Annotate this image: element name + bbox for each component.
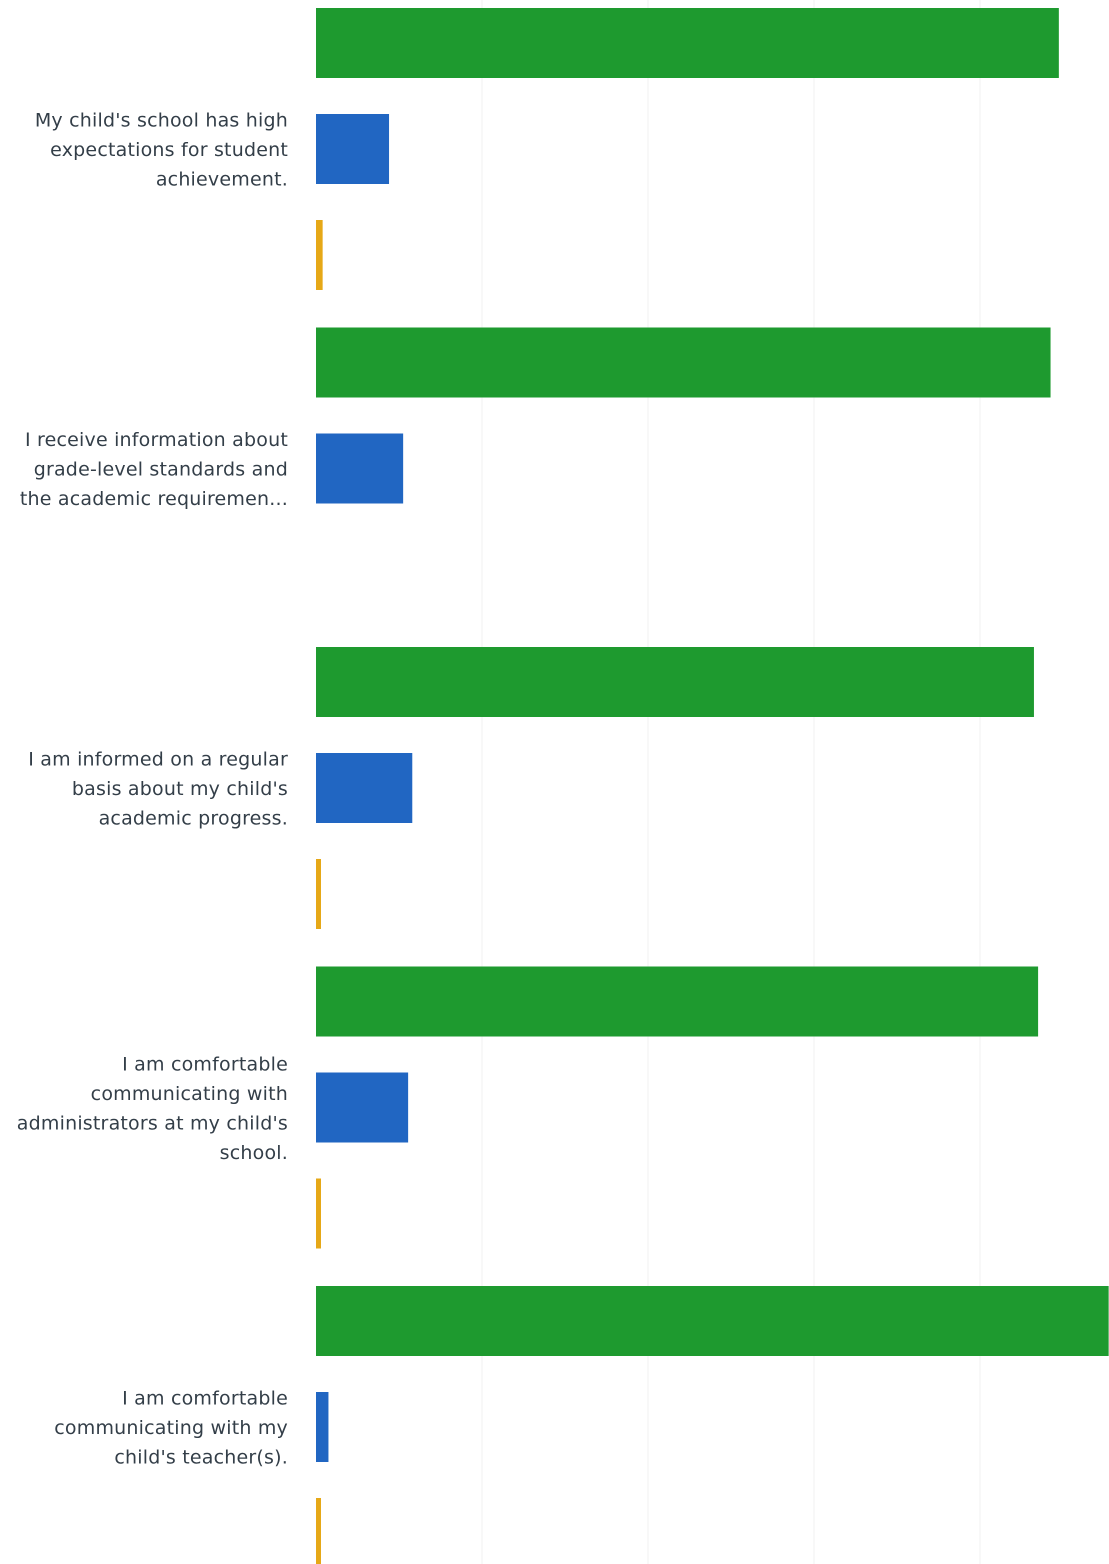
category-label-line: I receive information about <box>25 429 288 451</box>
bar-5-series-1 <box>316 1286 1109 1356</box>
category-label-line: grade-level standards and <box>34 459 288 481</box>
category-label-line: expectations for student <box>50 139 288 161</box>
category-label-line: achievement. <box>156 169 288 191</box>
bar-1-series-1 <box>316 8 1059 78</box>
bar-2-series-2 <box>316 433 404 504</box>
category-labels: My child's school has high expectations f… <box>17 110 288 1469</box>
category-label-4: I am comfortable communicating with admini… <box>17 1053 288 1164</box>
category-label-line: I am comfortable <box>122 1053 288 1075</box>
category-label-line: school. <box>220 1142 288 1164</box>
bar-4-series-1 <box>316 966 1039 1037</box>
bar-5-series-3 <box>316 1498 321 1564</box>
bar-1-series-3 <box>316 220 323 290</box>
category-label-line: academic progress. <box>99 808 288 830</box>
bar-4-series-2 <box>316 1072 409 1143</box>
bar-3-series-2 <box>316 753 413 823</box>
bar-5-series-2 <box>316 1392 329 1462</box>
category-label-3: I am informed on a regular basis about my… <box>28 749 288 830</box>
category-label-line: child's teacher(s). <box>114 1447 288 1469</box>
bars <box>316 8 1109 1564</box>
category-label-line: I am informed on a regular <box>28 749 288 771</box>
category-label-line: basis about my child's <box>72 778 288 800</box>
bar-1-series-2 <box>316 114 390 184</box>
category-label-line: I am comfortable <box>122 1388 288 1410</box>
category-label-line: communicating with my <box>54 1417 288 1439</box>
category-label-line: the academic requiremen... <box>20 488 288 510</box>
category-label-line: administrators at my child's <box>17 1112 288 1134</box>
bar-3-series-1 <box>316 647 1034 717</box>
bar-2-series-1 <box>316 327 1051 398</box>
bar-4-series-3 <box>316 1178 321 1249</box>
category-label-1: My child's school has high expectations f… <box>35 110 288 191</box>
category-label-2: I receive information about grade-level s… <box>20 429 288 510</box>
bar-3-series-3 <box>316 859 321 929</box>
category-label-line: My child's school has high <box>35 110 288 132</box>
category-label-line: communicating with <box>91 1083 288 1105</box>
category-label-5: I am comfortable communicating with my chi… <box>54 1388 288 1469</box>
